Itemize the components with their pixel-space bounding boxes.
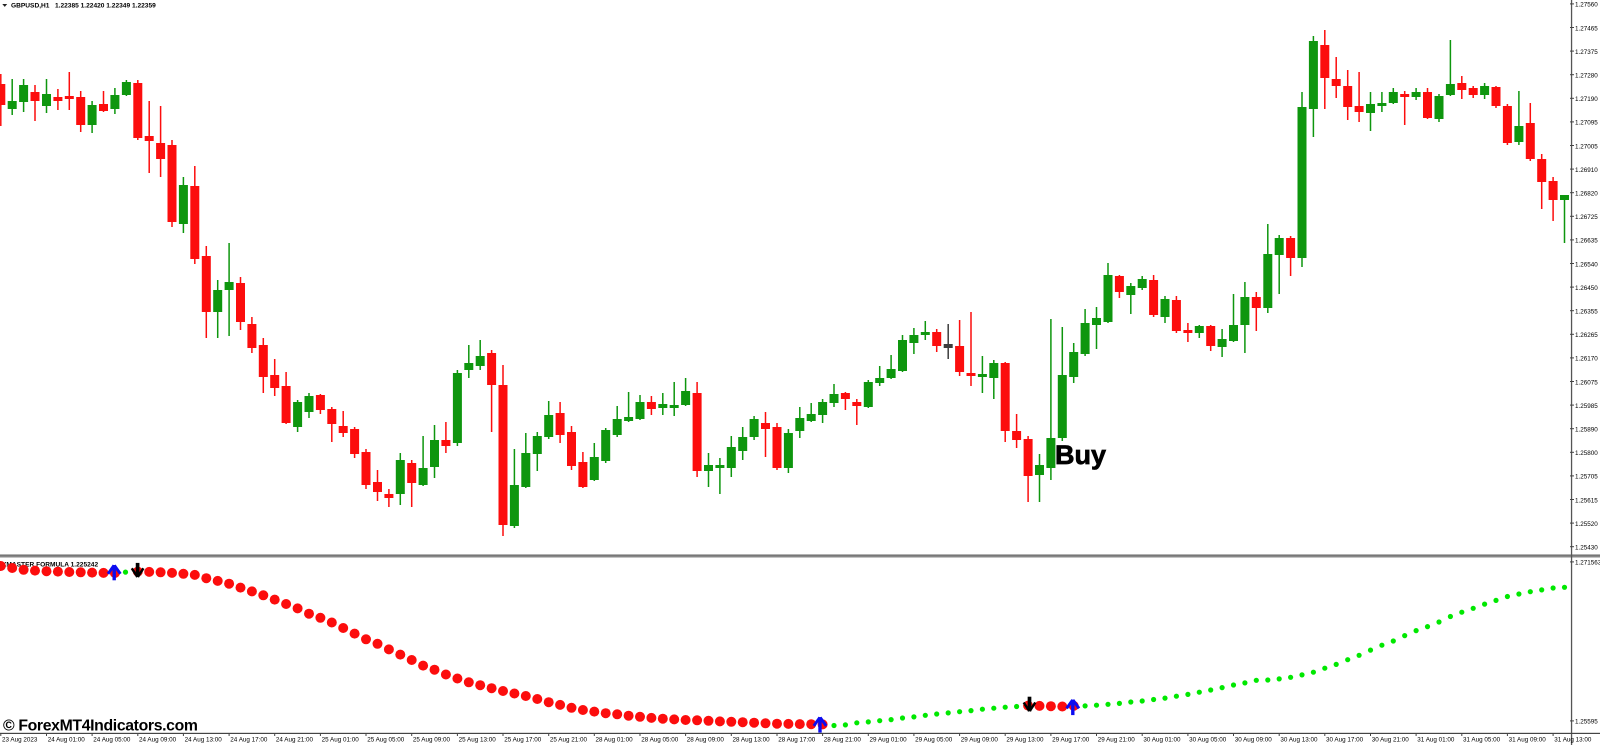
svg-text:29 Aug 17:00: 29 Aug 17:00 [1052,737,1090,744]
svg-text:24 Aug 09:00: 24 Aug 09:00 [139,737,177,744]
svg-text:28 Aug 13:00: 28 Aug 13:00 [733,737,771,744]
svg-text:1.26540: 1.26540 [1575,261,1598,268]
svg-text:25 Aug 05:00: 25 Aug 05:00 [367,737,405,744]
svg-text:1.27375: 1.27375 [1575,49,1598,56]
svg-text:1.25430: 1.25430 [1575,545,1598,552]
svg-text:28 Aug 01:00: 28 Aug 01:00 [596,737,634,744]
svg-text:29 Aug 13:00: 29 Aug 13:00 [1006,737,1044,744]
svg-text:31 Aug 09:00: 31 Aug 09:00 [1509,737,1547,744]
svg-text:1.25595: 1.25595 [1575,719,1598,726]
svg-text:1.25890: 1.25890 [1575,427,1598,434]
svg-text:© ForexMT4Indicators.com: © ForexMT4Indicators.com [3,718,198,735]
svg-text:24 Aug 17:00: 24 Aug 17:00 [230,737,268,744]
svg-text:29 Aug 09:00: 29 Aug 09:00 [961,737,999,744]
svg-text:1.27095: 1.27095 [1575,120,1598,127]
svg-text:Buy: Buy [1055,440,1106,470]
svg-text:24 Aug 21:00: 24 Aug 21:00 [276,737,314,744]
svg-text:1.25705: 1.25705 [1575,474,1598,481]
svg-text:1.26725: 1.26725 [1575,214,1598,221]
svg-text:1.271563: 1.271563 [1575,560,1600,567]
svg-text:1.26355: 1.26355 [1575,309,1598,316]
svg-text:1.25800: 1.25800 [1575,450,1598,457]
svg-text:30 Aug 05:00: 30 Aug 05:00 [1189,737,1227,744]
svg-text:25 Aug 09:00: 25 Aug 09:00 [413,737,451,744]
svg-text:30 Aug 13:00: 30 Aug 13:00 [1280,737,1318,744]
svg-text:30 Aug 01:00: 30 Aug 01:00 [1143,737,1181,744]
svg-text:1.27465: 1.27465 [1575,25,1598,32]
svg-text:25 Aug 21:00: 25 Aug 21:00 [550,737,588,744]
svg-text:30 Aug 21:00: 30 Aug 21:00 [1372,737,1410,744]
svg-text:GBPUSD,H1 1.22385 1.22420 1.: GBPUSD,H1 1.22385 1.22420 1.22349 1.2235… [11,2,156,9]
svg-text:1.27190: 1.27190 [1575,96,1598,103]
svg-text:XMASTER FORMULA 1.225242: XMASTER FORMULA 1.225242 [2,561,98,568]
svg-text:29 Aug 21:00: 29 Aug 21:00 [1098,737,1136,744]
svg-text:28 Aug 17:00: 28 Aug 17:00 [778,737,816,744]
svg-text:25 Aug 13:00: 25 Aug 13:00 [459,737,497,744]
svg-text:1.25985: 1.25985 [1575,403,1598,410]
svg-text:1.26910: 1.26910 [1575,167,1598,174]
svg-text:29 Aug 05:00: 29 Aug 05:00 [915,737,953,744]
svg-text:29 Aug 01:00: 29 Aug 01:00 [870,737,908,744]
svg-text:25 Aug 01:00: 25 Aug 01:00 [322,737,360,744]
svg-text:23 Aug 2023: 23 Aug 2023 [2,737,38,744]
svg-text:1.26170: 1.26170 [1575,356,1598,363]
svg-text:31 Aug 05:00: 31 Aug 05:00 [1463,737,1501,744]
svg-text:30 Aug 09:00: 30 Aug 09:00 [1235,737,1273,744]
svg-text:1.26075: 1.26075 [1575,379,1598,386]
svg-text:1.27005: 1.27005 [1575,143,1598,150]
svg-text:1.25520: 1.25520 [1575,521,1598,528]
svg-text:24 Aug 01:00: 24 Aug 01:00 [48,737,86,744]
svg-text:25 Aug 17:00: 25 Aug 17:00 [504,737,542,744]
svg-text:1.25615: 1.25615 [1575,497,1598,504]
svg-text:24 Aug 13:00: 24 Aug 13:00 [185,737,223,744]
svg-text:31 Aug 13:00: 31 Aug 13:00 [1554,737,1592,744]
svg-text:28 Aug 05:00: 28 Aug 05:00 [641,737,679,744]
svg-text:24 Aug 05:00: 24 Aug 05:00 [93,737,131,744]
svg-text:1.26820: 1.26820 [1575,191,1598,198]
svg-text:1.26635: 1.26635 [1575,238,1598,245]
svg-text:1.27280: 1.27280 [1575,73,1598,80]
svg-text:1.26450: 1.26450 [1575,285,1598,292]
svg-text:1.27560: 1.27560 [1575,2,1598,9]
svg-text:31 Aug 01:00: 31 Aug 01:00 [1417,737,1455,744]
svg-text:1.26265: 1.26265 [1575,332,1598,339]
svg-text:28 Aug 09:00: 28 Aug 09:00 [687,737,725,744]
svg-text:30 Aug 17:00: 30 Aug 17:00 [1326,737,1364,744]
svg-text:28 Aug 21:00: 28 Aug 21:00 [824,737,862,744]
